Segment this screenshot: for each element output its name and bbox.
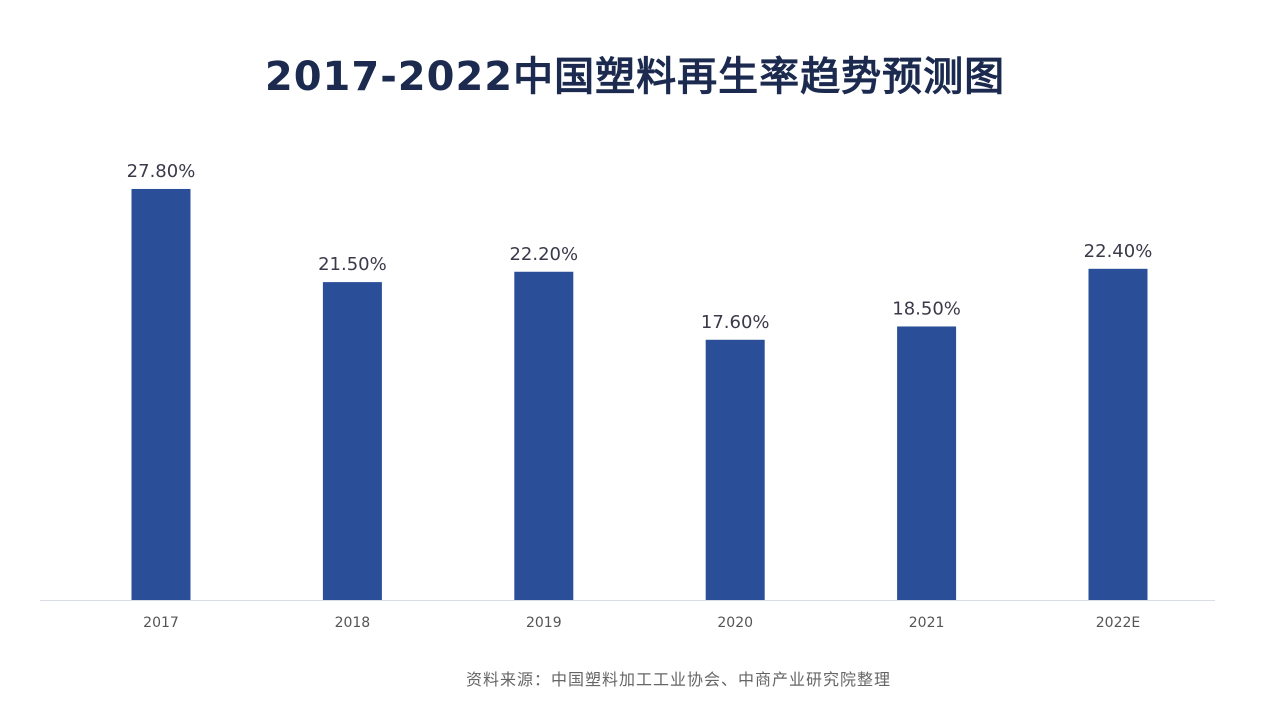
data-label-2017: 27.80% <box>127 161 196 182</box>
data-label-2018: 21.50% <box>318 254 387 275</box>
x-tick-label-2020: 2020 <box>717 615 753 631</box>
x-tick-label-2021: 2021 <box>909 615 945 631</box>
bar-2022E <box>1088 268 1148 600</box>
bar-2018 <box>322 282 382 600</box>
data-label-2021: 18.50% <box>892 298 961 319</box>
bars-group <box>131 188 1148 600</box>
x-tick-label-2019: 2019 <box>526 615 562 631</box>
x-tick-labels-group: 2017 2018 2019 2020 2021 2022E <box>143 615 1140 631</box>
data-label-2020: 17.60% <box>701 312 770 333</box>
data-label-2022E: 22.40% <box>1084 241 1153 262</box>
bar-2019 <box>514 271 574 600</box>
chart-title: 2017-2022中国塑料再生率趋势预测图 <box>264 54 1006 100</box>
bar-2017 <box>131 188 191 600</box>
bar-2020 <box>705 339 765 600</box>
x-tick-label-2017: 2017 <box>143 615 179 631</box>
source-note: 资料来源：中国塑料加工工业协会、中商产业研究院整理 <box>466 670 892 689</box>
x-tick-label-2022E: 2022E <box>1096 615 1140 631</box>
data-labels-group: 27.80% 21.50% 22.20% 17.60% 18.50% 22.40% <box>127 161 1153 333</box>
bar-2021 <box>897 326 957 600</box>
x-tick-label-2018: 2018 <box>335 615 371 631</box>
data-label-2019: 22.20% <box>509 244 578 265</box>
